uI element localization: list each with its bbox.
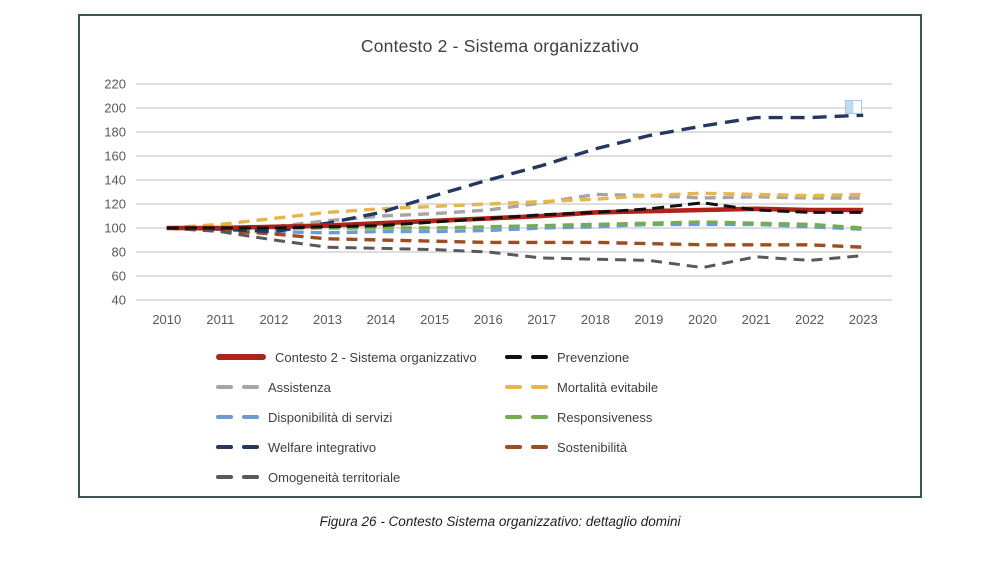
chart-legend: Contesto 2 - Sistema organizzativo Preven… bbox=[216, 342, 836, 492]
x-axis-tick-label: 2016 bbox=[474, 312, 503, 327]
legend-swatch bbox=[505, 445, 548, 449]
y-axis-tick-label: 100 bbox=[104, 221, 126, 236]
y-axis-tick-label: 40 bbox=[112, 293, 126, 308]
series-line-1 bbox=[166, 201, 864, 230]
x-axis-tick-label: 2014 bbox=[367, 312, 396, 327]
legend-swatch bbox=[505, 415, 548, 419]
legend-label: Prevenzione bbox=[557, 349, 630, 365]
legend-swatch bbox=[216, 385, 259, 389]
legend-item: Mortalità evitabile bbox=[505, 380, 825, 395]
legend-item: Assistenza bbox=[216, 380, 505, 395]
x-axis-tick-label: 2017 bbox=[527, 312, 556, 327]
legend-label: Welfare integrativo bbox=[268, 439, 377, 455]
legend-swatch bbox=[216, 445, 259, 449]
legend-item: Responsiveness bbox=[505, 410, 825, 425]
y-axis-tick-label: 200 bbox=[104, 101, 126, 116]
small-table-icon bbox=[845, 100, 862, 114]
x-axis-tick-label: 2022 bbox=[795, 312, 824, 327]
legend-item: Prevenzione bbox=[505, 350, 825, 365]
legend-label: Omogeneità territoriale bbox=[268, 469, 401, 485]
series-line-3 bbox=[166, 191, 864, 230]
x-axis-tick-label: 2012 bbox=[259, 312, 288, 327]
x-axis-tick-label: 2013 bbox=[313, 312, 342, 327]
x-axis-tick-label: 2011 bbox=[206, 312, 234, 327]
legend-label: Sostenibilità bbox=[557, 439, 628, 455]
chart-frame: Contesto 2 - Sistema organizzativo 220 20… bbox=[78, 14, 922, 498]
x-axis-tick-label: 2020 bbox=[688, 312, 717, 327]
legend-item: Omogeneità territoriale bbox=[216, 470, 505, 485]
legend-swatch bbox=[505, 355, 548, 359]
line-chart: 220 200 180 160 140 120 100 80 60 40 2010 2011 2012 2… bbox=[104, 77, 892, 327]
legend-label: Mortalità evitabile bbox=[557, 379, 659, 395]
legend-swatch bbox=[216, 415, 259, 419]
y-axis-tick-label: 160 bbox=[104, 149, 126, 164]
legend-swatch bbox=[216, 354, 266, 360]
legend-label: Disponibilità di servizi bbox=[268, 409, 393, 425]
x-axis-tick-label: 2015 bbox=[420, 312, 449, 327]
legend-label: Responsiveness bbox=[557, 409, 653, 425]
legend-label: Assistenza bbox=[268, 379, 331, 395]
series-line-7 bbox=[166, 226, 864, 249]
series-line-8 bbox=[166, 226, 864, 270]
x-axis-tick-label: 2010 bbox=[152, 312, 181, 327]
x-axis-tick-label: 2023 bbox=[849, 312, 878, 327]
chart-title: Contesto 2 - Sistema organizzativo bbox=[360, 36, 640, 56]
legend-swatch bbox=[216, 475, 259, 479]
x-axis-tick-label: 2021 bbox=[742, 312, 771, 327]
y-axis-tick-label: 80 bbox=[112, 245, 126, 260]
y-axis-tick-label: 220 bbox=[104, 77, 126, 92]
y-axis-tick-label: 60 bbox=[112, 269, 126, 284]
x-axis-tick-label: 2019 bbox=[634, 312, 663, 327]
legend-label: Contesto 2 - Sistema organizzativo bbox=[275, 349, 477, 365]
series-line-6 bbox=[166, 113, 864, 234]
legend-swatch bbox=[505, 385, 548, 389]
x-axis-tick-label: 2018 bbox=[581, 312, 610, 327]
legend-item: Welfare integrativo bbox=[216, 440, 505, 455]
legend-item: Contesto 2 - Sistema organizzativo bbox=[216, 350, 505, 365]
y-axis-tick-label: 140 bbox=[104, 173, 126, 188]
y-axis-tick-label: 180 bbox=[104, 125, 126, 140]
legend-item: Disponibilità di servizi bbox=[216, 410, 505, 425]
y-axis-tick-label: 120 bbox=[104, 197, 126, 212]
figure-caption: Figura 26 - Contesto Sistema organizzati… bbox=[319, 514, 681, 529]
legend-item: Sostenibilità bbox=[505, 440, 825, 455]
